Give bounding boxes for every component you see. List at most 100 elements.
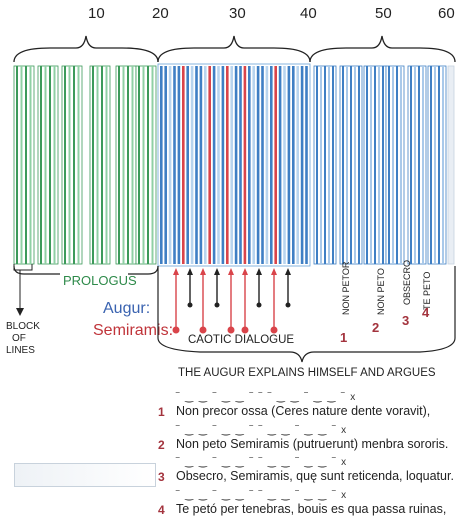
speaker-semiramis: Semiramis: [93,322,173,339]
line-bar [283,66,286,264]
line-bar [92,66,94,264]
line-bar [292,66,295,264]
dialogue-arrow-dot [173,327,180,334]
dialogue-arrow-dot [257,303,262,308]
line-bar [204,66,207,264]
line-bar [123,66,125,264]
line-bar [118,66,120,264]
scale-number: 40 [300,5,317,22]
line-bar [388,66,390,264]
verse-meter: ‾ ‿ ‿ ‾ ‿ ‿ ‾ ‾ ‿ ‿ ‾ ‿ ‿ ‾ x [176,457,348,468]
line-bar [346,66,348,264]
line-bar [97,66,99,264]
line-bar [332,66,334,264]
line-bar [354,66,356,264]
line-bar [200,66,203,264]
line-bar [69,66,71,264]
verse-line: Te petó per tenebras, bouis es qua passa… [176,502,446,516]
line-bar [208,66,211,264]
block-arrow-head [16,308,24,316]
scale-number: 50 [375,5,392,22]
verse-meter: ‾ ‿ ‿ ‾ ‿ ‿ ‾ ‾ ‾ ‿ ‿ ‾ ‿ ‿ ‾ x [176,392,357,403]
line-bar [418,66,420,264]
line-bar [370,66,372,264]
line-bar [257,66,260,264]
dialogue-arrows [173,268,292,334]
line-bar [279,66,282,264]
line-bar [195,66,198,264]
line-bar [158,64,310,266]
line-bar [305,66,308,264]
block-label-line: LINES [6,345,35,356]
line-bar [442,66,444,264]
phrase-number: 3 [402,313,409,328]
dialogue-arrow-head [214,268,220,275]
line-bar [252,66,255,264]
line-bar [54,66,56,264]
line-bar [182,66,185,264]
verse-line: Non precor ossa (Ceres nature dente vora… [176,404,430,418]
line-bar [374,66,376,264]
line-bar [414,66,416,264]
dialogue-arrow-head [187,268,193,275]
block-label-line: OF [12,333,26,344]
top-brace-argument [310,36,455,62]
dialogue-arrow-head [173,268,179,275]
line-bar [301,66,304,264]
line-bar [101,66,103,264]
line-bar [78,66,80,264]
scale-number: 30 [229,5,246,22]
line-bar [288,66,291,264]
line-bar [152,66,154,264]
line-bar [222,66,225,264]
block-bracket [14,264,32,270]
speaker-augur: Augur: [103,300,150,317]
dialogue-arrow-head [228,268,234,275]
line-bar [217,66,220,264]
vertical-label-non-petor: NON PETOR [341,261,351,315]
dialogue-arrow-head [242,268,248,275]
line-bar [21,66,23,264]
phrase-number: 1 [340,330,347,345]
line-bar [147,66,149,264]
line-bar [191,66,194,264]
line-bar [422,66,424,264]
line-bar [186,66,189,264]
verse-number: 2 [158,438,165,452]
line-bar [382,66,384,264]
verse-meter: ‾ ‿ ‿ ‾ ‿ ‿ ‾ ‾ ‿ ‿ ‾ ‿ ‿ ‾ x [176,425,348,436]
line-bar [448,66,454,264]
scale-number: 60 [438,5,455,22]
line-bar [378,66,380,264]
line-bar [213,66,216,264]
line-bar [230,66,233,264]
line-bar [49,66,51,264]
scale-number: 20 [152,5,169,22]
line-bar [106,66,108,264]
line-bar [127,66,129,264]
line-bar [396,66,398,264]
line-bar [261,66,264,264]
phrase-number: 4 [422,305,430,320]
line-bar [226,66,229,264]
line-bar [430,66,432,264]
line-bar [270,66,273,264]
dialogue-arrow-dot [242,327,249,334]
dialogue-arrow-dot [271,327,278,334]
vertical-label-obsecro: OBSECRO [402,260,412,305]
line-bar [73,66,75,264]
dialogue-arrow-head [200,268,206,275]
verse-meter: ‾ ‿ ‿ ‾ ‿ ‿ ‾ ‾ ‿ ‿ ‾ ‿ ‿ ‾ x [176,490,348,501]
dialogue-arrow-head [285,268,291,275]
line-bar [266,66,269,264]
verse-line: Obsecro, Semiramis, quę sunt reticenda, … [176,469,454,483]
line-bar [328,66,330,264]
line-bar [410,66,412,264]
dialogue-arrow-dot [215,303,220,308]
line-bar [358,66,360,264]
line-bar [25,66,27,264]
dialogue-arrow-head [271,268,277,275]
prologue-label: PROLOGUS [63,273,137,288]
dialogue-arrow-head [256,268,262,275]
top-brace-dialogue [158,36,310,62]
